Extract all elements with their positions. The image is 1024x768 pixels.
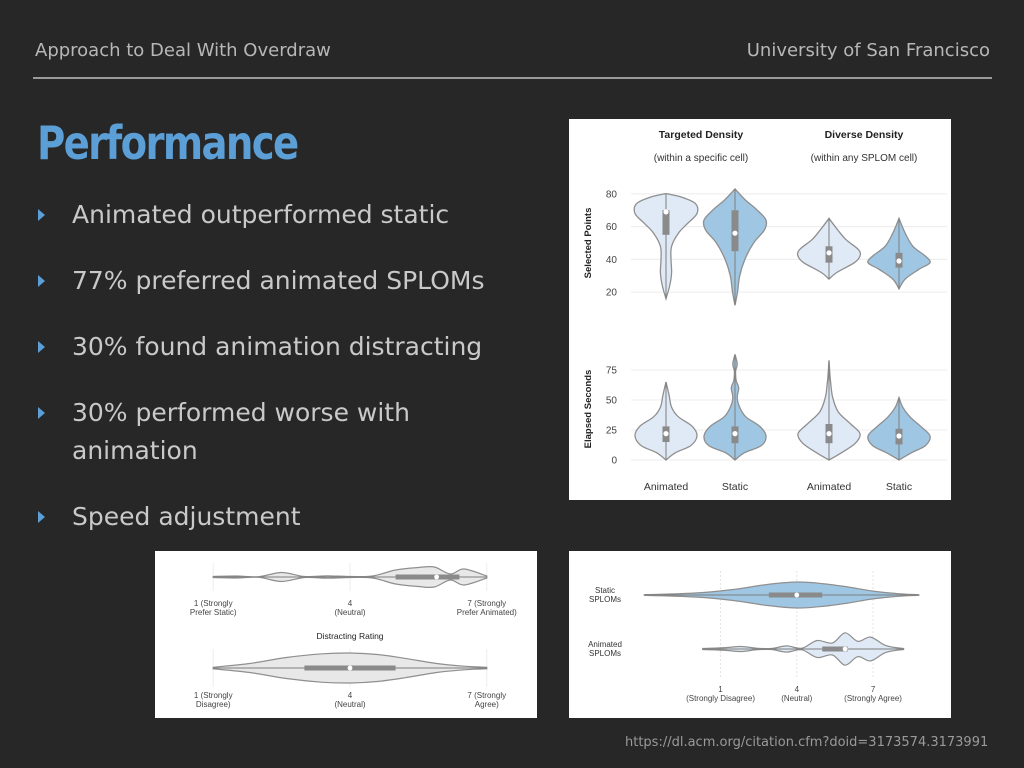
x-category-label: Animated: [644, 481, 689, 493]
bullet-item: 30% found animation distracting: [38, 328, 538, 366]
bullet-list: Animated outperformed static 77% preferr…: [38, 196, 538, 536]
bullet-text: 77% preferred animated SPLOMs: [72, 266, 485, 295]
violin-median-point: [896, 433, 902, 439]
violin-median-point: [663, 431, 669, 437]
x-tick-label: 1 (Strongly: [194, 691, 233, 700]
violin-chart-main-svg: Targeted Density (within a specific cell)…: [583, 129, 947, 493]
x-category-label: Animated: [807, 481, 852, 493]
y-category-label: Animated: [588, 640, 622, 649]
y-category-label: Static: [595, 586, 615, 595]
violin-iqr-box: [662, 210, 670, 235]
bullet-text: Speed adjustment: [72, 502, 301, 531]
facet-title: Targeted Density: [659, 129, 744, 141]
y-tick-label: 25: [606, 426, 618, 437]
bullet-item: 77% preferred animated SPLOMs: [38, 262, 538, 300]
x-tick-label: 7 (Strongly: [467, 599, 506, 608]
section-title: Approach to Deal With Overdraw: [35, 40, 331, 61]
splom-preference-chart: 1 (Strongly Disagree) 4 (Neutral) 7 (Strongly…: [569, 551, 951, 718]
violin-median-point: [794, 592, 800, 598]
y-category-label: SPLOMs: [589, 595, 621, 604]
university-name: University of San Francisco: [746, 40, 990, 61]
bullet-triangle-icon: [38, 341, 45, 353]
slide-title: Performance: [37, 116, 299, 170]
violin-iqr-box: [822, 646, 848, 652]
violin-median-point: [826, 431, 832, 437]
bullet-triangle-icon: [38, 407, 45, 419]
y-tick-label: 80: [606, 189, 618, 200]
x-tick-label: (Neutral): [334, 700, 365, 709]
header-divider: [33, 77, 992, 79]
facet-subtitle: (within any SPLOM cell): [811, 153, 918, 164]
bullet-item: Animated outperformed static: [38, 196, 538, 234]
x-category-label: Static: [722, 481, 748, 493]
x-tick-label: Disagree): [196, 700, 231, 709]
violin-median-point: [826, 250, 832, 256]
chart-title: Distracting Rating: [316, 631, 383, 641]
y-tick-label: 60: [606, 222, 618, 233]
facet-subtitle: (within a specific cell): [654, 153, 748, 164]
bullet-triangle-icon: [38, 511, 45, 523]
bullet-triangle-icon: [38, 275, 45, 287]
violin-median-point: [732, 431, 738, 437]
x-tick-label: 7 (Strongly: [467, 691, 506, 700]
violin-median-point: [434, 574, 440, 580]
violin-chart-main: Targeted Density (within a specific cell)…: [569, 119, 951, 500]
violin-median-point: [896, 258, 902, 264]
violin-median-point: [347, 665, 353, 671]
y-category-label: SPLOMs: [589, 649, 621, 658]
rating-chart: Distracting Rating 1 (Strongly Prefer Stat…: [155, 551, 537, 718]
bullet-text: 30% performed worse with animation: [72, 398, 410, 465]
splom-preference-chart-svg: 1(Strongly Disagree) 4(Neutral) 7(Strongly…: [588, 571, 920, 703]
x-tick-label: Prefer Animated): [457, 608, 517, 617]
y-axis-label: Selected Points: [583, 208, 594, 279]
x-tick-label: (Strongly Disagree): [686, 694, 755, 703]
x-tick-label: (Neutral): [781, 694, 812, 703]
x-tick-label: (Strongly Agree): [844, 694, 902, 703]
bullet-item: Speed adjustment: [38, 498, 538, 536]
y-tick-label: 50: [606, 396, 618, 407]
x-tick-label: (Neutral): [334, 608, 365, 617]
x-tick-label: Prefer Static): [190, 608, 237, 617]
x-tick-label: Agree): [475, 700, 499, 709]
x-tick-label: 7: [871, 685, 876, 694]
citation-url: https://dl.acm.org/citation.cfm?doid=317…: [625, 735, 989, 750]
y-tick-label: 75: [606, 366, 618, 377]
x-tick-label: 4: [348, 691, 353, 700]
violin-median-point: [663, 209, 669, 215]
x-category-label: Static: [886, 481, 912, 493]
y-tick-label: 40: [606, 255, 618, 266]
y-axis-label: Elapsed Seconds: [583, 370, 594, 449]
violin-iqr-box: [395, 574, 460, 580]
x-tick-label: 1 (Strongly: [194, 599, 233, 608]
violin-median-point: [732, 230, 738, 236]
y-tick-label: 20: [606, 288, 618, 299]
bullet-triangle-icon: [38, 209, 45, 221]
x-tick-label: 4: [795, 685, 800, 694]
facet-title: Diverse Density: [825, 129, 904, 141]
bullet-item: 30% performed worse with animation: [38, 394, 538, 470]
x-tick-label: 4: [348, 599, 353, 608]
violin-median-point: [842, 646, 848, 652]
bullet-text: Animated outperformed static: [72, 200, 450, 229]
x-tick-label: 1: [718, 685, 723, 694]
bullet-text: 30% found animation distracting: [72, 332, 483, 361]
y-tick-label: 0: [611, 456, 617, 467]
